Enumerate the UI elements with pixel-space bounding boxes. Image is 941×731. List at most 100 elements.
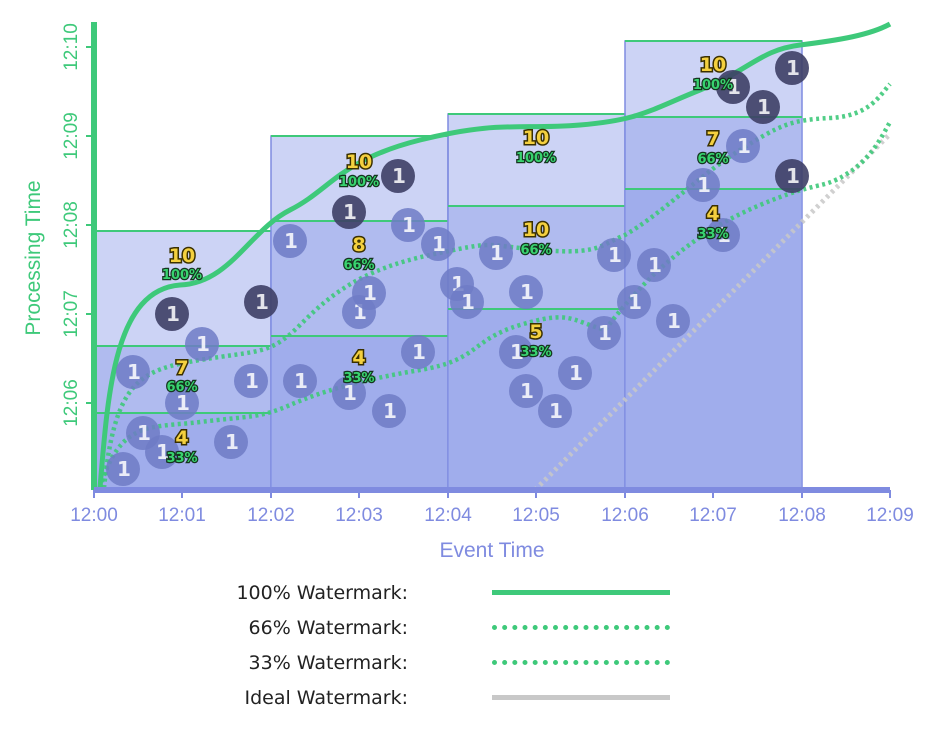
event-marker-label: 1 (245, 369, 259, 393)
w2-100-pct: 100% (339, 175, 379, 190)
y-ticks: 12:06 12:07 12:08 12:09 12:10 (61, 23, 94, 427)
event-marker (746, 90, 780, 124)
event-marker (352, 276, 386, 310)
event-marker-label: 1 (176, 391, 190, 415)
event-marker (706, 218, 740, 252)
event-marker (106, 452, 140, 486)
event-marker (558, 356, 592, 390)
event-marker (587, 316, 621, 350)
event-marker-label: 1 (363, 281, 377, 305)
event-marker (421, 227, 455, 261)
event-marker-label: 1 (412, 340, 426, 364)
y-tick-label: 12:06 (61, 379, 82, 427)
event-marker (775, 159, 809, 193)
event-marker-label: 1 (284, 229, 298, 253)
w1-100-pct: 100% (162, 268, 202, 283)
watermark-33-line (97, 120, 892, 489)
w2-66-count: 8 (352, 234, 365, 256)
event-marker (116, 355, 150, 389)
w3-33-pct: 33% (520, 345, 551, 360)
w1-66-count: 7 (175, 357, 188, 379)
x-tick-label: 12:06 (601, 505, 649, 526)
event-marker (214, 425, 248, 459)
w1-33-pct: 33% (166, 451, 197, 466)
event-marker (381, 159, 415, 193)
legend-swatch-ideal (492, 695, 670, 700)
w1-66-pct: 66% (166, 380, 197, 395)
x-tick-label: 12:07 (689, 505, 737, 526)
event-marker (637, 248, 671, 282)
event-marker-label: 1 (569, 361, 583, 385)
event-marker (332, 195, 366, 229)
legend-swatch-100 (492, 590, 670, 595)
y-tick-label: 12:09 (61, 112, 82, 160)
event-marker-label: 1 (166, 302, 180, 326)
event-marker-label: 1 (697, 173, 711, 197)
event-marker (597, 238, 631, 272)
y-tick-label: 12:08 (61, 201, 82, 249)
event-marker (273, 224, 307, 258)
event-marker-label: 1 (196, 332, 210, 356)
legend-item-33: 33% Watermark: (150, 645, 710, 680)
w1-33-count: 4 (175, 427, 188, 449)
x-tick-label: 12:04 (424, 505, 472, 526)
event-marker-label: 1 (648, 253, 662, 277)
legend: 100% Watermark: 66% Watermark: 33% Water… (150, 575, 710, 715)
event-marker (401, 335, 435, 369)
event-marker-label: 1 (343, 381, 357, 405)
legend-label: 66% Watermark: (248, 616, 408, 639)
w2-33-count: 4 (352, 347, 365, 369)
w4-100-count: 10 (700, 54, 726, 76)
x-tick-label: 12:08 (778, 505, 826, 526)
w3-100-pct: 100% (516, 151, 556, 166)
event-marker-label: 1 (667, 309, 681, 333)
x-axis-title: Event Time (439, 539, 544, 562)
event-marker (716, 70, 750, 104)
event-marker-label: 1 (520, 379, 534, 403)
event-marker-label: 1 (156, 440, 170, 464)
event-marker (617, 285, 651, 319)
legend-item-100: 100% Watermark: (150, 575, 710, 610)
x-tick-label: 12:05 (512, 505, 560, 526)
event-marker-label: 1 (137, 421, 151, 445)
event-marker (145, 435, 179, 469)
legend-label: Ideal Watermark: (244, 686, 408, 709)
x-tick-label: 12:01 (158, 505, 206, 526)
event-marker (775, 51, 809, 85)
w2-100-count: 10 (346, 151, 372, 173)
event-marker-label: 1 (598, 321, 612, 345)
event-marker (155, 297, 189, 331)
event-marker (391, 208, 425, 242)
event-marker-label: 1 (737, 134, 751, 158)
event-marker (244, 285, 278, 319)
event-marker (372, 394, 406, 428)
window-3-tier-66 (448, 206, 625, 490)
legend-label: 33% Watermark: (248, 651, 408, 674)
event-marker-label: 1 (127, 360, 141, 384)
event-marker (509, 374, 543, 408)
event-marker-label: 1 (461, 290, 475, 314)
event-marker (656, 304, 690, 338)
event-marker (332, 376, 366, 410)
event-marker-label: 1 (608, 243, 622, 267)
event-marker (726, 129, 760, 163)
w3-66-pct: 66% (520, 243, 551, 258)
w4-33-count: 4 (706, 203, 719, 225)
ideal-watermark-line (533, 132, 892, 492)
event-marker (283, 364, 317, 398)
event-marker-label: 1 (294, 369, 308, 393)
x-ticks: 12:00 12:01 12:02 12:03 12:04 12:05 12:0… (70, 490, 914, 526)
event-marker (499, 335, 533, 369)
event-marker (165, 386, 199, 420)
event-marker-label: 1 (343, 200, 357, 224)
event-marker (185, 327, 219, 361)
w4-66-pct: 66% (697, 152, 728, 167)
event-marker-label: 1 (510, 340, 524, 364)
legend-item-66: 66% Watermark: (150, 610, 710, 645)
event-marker-label: 1 (786, 56, 800, 80)
w4-33-pct: 33% (697, 227, 728, 242)
y-axis-title: Processing Time (22, 180, 45, 335)
event-marker (509, 275, 543, 309)
event-marker-label: 1 (117, 457, 131, 481)
